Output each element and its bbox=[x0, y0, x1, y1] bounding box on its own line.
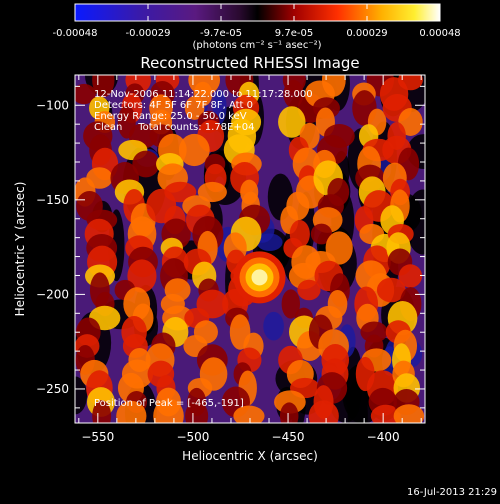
image-feature bbox=[297, 279, 321, 301]
colorbar: -0.00048 -0.00029 -9.7e-05 9.7e-05 0.00029 0.… bbox=[53, 3, 461, 51]
image-feature bbox=[233, 405, 265, 423]
y-tick-label: −100 bbox=[36, 98, 69, 112]
image-feature bbox=[75, 376, 88, 415]
y-tick-label: −250 bbox=[36, 382, 69, 396]
colorbar-gradient bbox=[74, 3, 441, 22]
image-feature bbox=[75, 83, 96, 105]
colorbar-ticks: -0.00048 -0.00029 -9.7e-05 9.7e-05 0.00029 0.… bbox=[53, 4, 461, 39]
image-feature bbox=[376, 277, 406, 303]
x-tick-label: −500 bbox=[176, 430, 209, 444]
image-feature bbox=[398, 264, 423, 288]
y-axis-ticks: −250 −200 −150 −100 bbox=[36, 85, 425, 409]
image-feature bbox=[116, 400, 147, 423]
footer-timestamp: 16-Jul-2013 21:29 bbox=[407, 487, 497, 498]
info-panel: 12-Nov-2006 11:14:22.000 to 11:17:28.000… bbox=[94, 89, 313, 409]
image-feature bbox=[393, 404, 425, 423]
image-feature bbox=[92, 400, 112, 423]
image-feature bbox=[185, 400, 209, 423]
image-feature bbox=[197, 181, 227, 203]
colorbar-tick-label: 0.00029 bbox=[346, 28, 387, 39]
heatmap-image bbox=[75, 75, 425, 423]
x-axis-ticks: −550 −500 −450 −400 bbox=[78, 75, 422, 444]
y-tick-label: −200 bbox=[36, 287, 69, 301]
info-detectors: Detectors: 4F 5F 6F 7F 8F, Att 0 bbox=[94, 100, 253, 111]
y-tick-label: −150 bbox=[36, 193, 69, 207]
x-tick-label: −400 bbox=[367, 430, 400, 444]
colorbar-unit-label: (photons cm⁻² s⁻¹ asec⁻²) bbox=[192, 40, 321, 51]
image-feature bbox=[360, 321, 388, 343]
image-feature bbox=[263, 311, 284, 341]
info-algorithm: Clean Total counts: 1.78E+04 bbox=[94, 122, 254, 133]
peak-emission bbox=[251, 269, 268, 286]
plot-title: Reconstructed RHESSI Image bbox=[140, 54, 359, 72]
colorbar-tick-label: -9.7e-05 bbox=[200, 28, 242, 39]
colorbar-tick-label: -0.00048 bbox=[53, 28, 98, 39]
image-feature bbox=[405, 189, 425, 255]
image-feature bbox=[184, 96, 205, 120]
x-tick-label: −550 bbox=[81, 430, 114, 444]
image-feature bbox=[283, 79, 304, 109]
image-feature bbox=[281, 289, 301, 319]
image-feature bbox=[178, 133, 210, 167]
y-axis-label: Heliocentric Y (arcsec) bbox=[13, 182, 27, 317]
info-time-range: 12-Nov-2006 11:14:22.000 to 11:17:28.000 bbox=[94, 89, 313, 100]
image-feature bbox=[310, 223, 333, 245]
colorbar-tick-label: 0.00048 bbox=[419, 28, 460, 39]
colorbar-tick-label: 9.7e-05 bbox=[275, 28, 313, 39]
image-feature bbox=[153, 398, 184, 423]
colorbar-tick-label: -0.00029 bbox=[126, 28, 171, 39]
info-energy-range: Energy Range: 25.0 - 50.0 keV bbox=[94, 111, 247, 122]
image-feature bbox=[279, 402, 299, 423]
image-feature bbox=[370, 404, 401, 423]
image-feature bbox=[278, 106, 306, 138]
image-feature bbox=[308, 400, 339, 423]
image-feature bbox=[127, 259, 157, 293]
info-peak-position: Position of Peak = [-465,-191] bbox=[94, 398, 244, 409]
x-axis-label: Heliocentric X (arcsec) bbox=[182, 449, 318, 463]
image-feature bbox=[132, 150, 160, 178]
x-tick-label: −450 bbox=[272, 430, 305, 444]
